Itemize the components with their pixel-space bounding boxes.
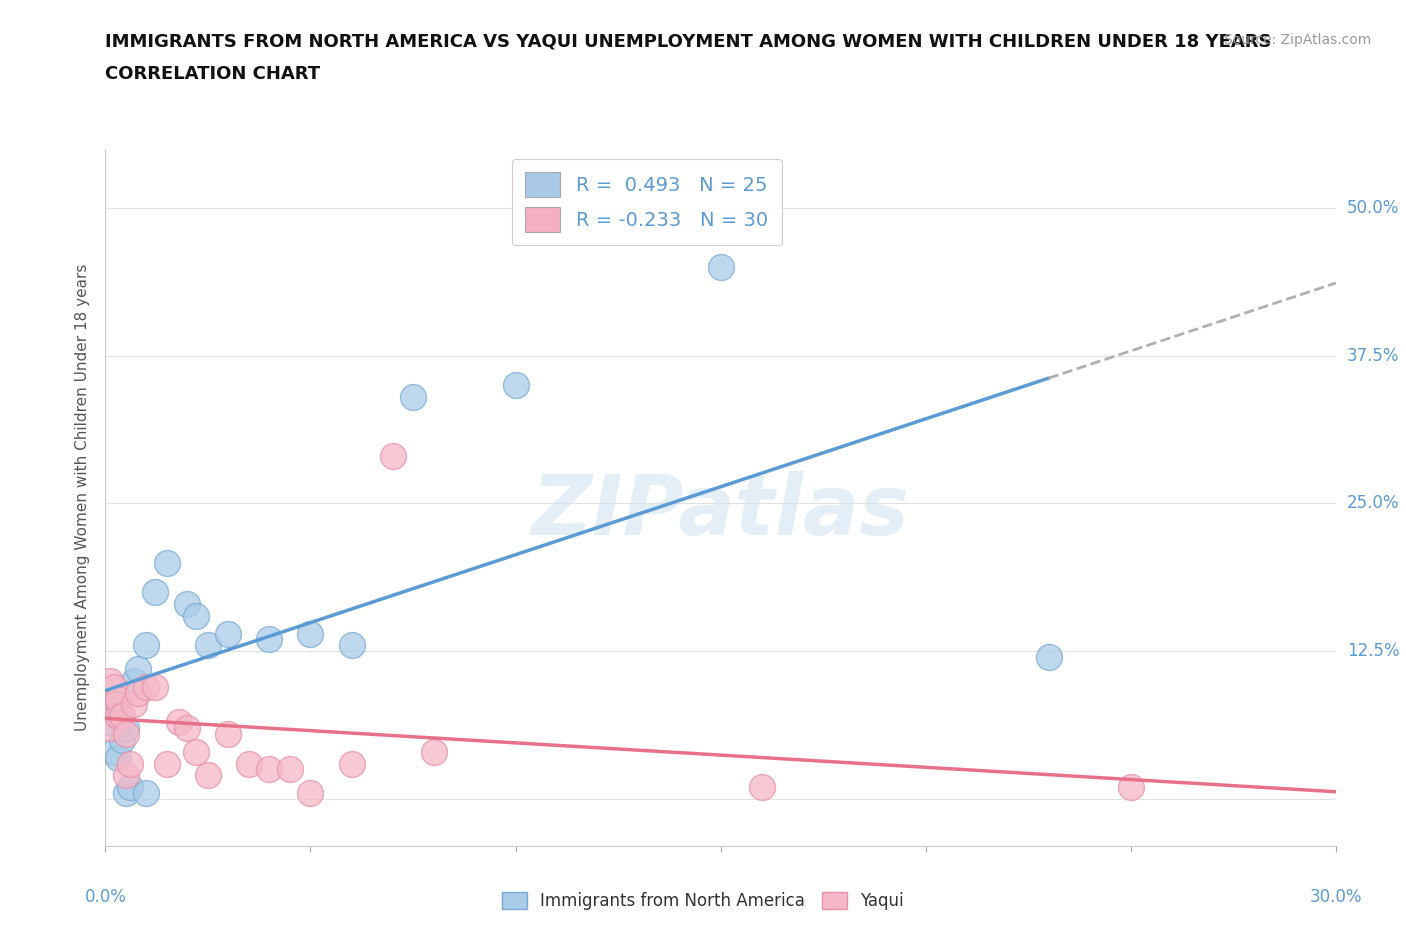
Legend: R =  0.493   N = 25, R = -0.233   N = 30: R = 0.493 N = 25, R = -0.233 N = 30 bbox=[512, 158, 782, 246]
Point bbox=[115, 721, 138, 736]
Text: CORRELATION CHART: CORRELATION CHART bbox=[105, 65, 321, 83]
Point bbox=[218, 726, 240, 741]
Point bbox=[156, 756, 179, 771]
Text: Source: ZipAtlas.com: Source: ZipAtlas.com bbox=[1223, 33, 1371, 46]
Point bbox=[751, 779, 773, 794]
Point bbox=[1038, 650, 1060, 665]
Point bbox=[238, 756, 260, 771]
Point bbox=[103, 679, 125, 694]
Point bbox=[259, 762, 281, 777]
Point bbox=[156, 555, 179, 570]
Point bbox=[115, 768, 138, 783]
Point bbox=[122, 673, 145, 688]
Point bbox=[176, 596, 198, 611]
Point bbox=[120, 779, 141, 794]
Point bbox=[505, 378, 527, 392]
Point bbox=[402, 390, 425, 405]
Point bbox=[184, 608, 207, 623]
Point bbox=[98, 673, 121, 688]
Point bbox=[103, 744, 125, 759]
Point bbox=[135, 679, 157, 694]
Point bbox=[340, 638, 363, 653]
Point bbox=[278, 762, 301, 777]
Point bbox=[299, 626, 322, 641]
Point bbox=[115, 786, 138, 801]
Point bbox=[259, 632, 281, 647]
Point bbox=[111, 709, 134, 724]
Point bbox=[127, 661, 149, 676]
Text: ZIPatlas: ZIPatlas bbox=[531, 471, 910, 552]
Point bbox=[107, 697, 129, 711]
Point bbox=[98, 715, 121, 730]
Point bbox=[1119, 779, 1142, 794]
Point bbox=[120, 756, 141, 771]
Point bbox=[107, 709, 129, 724]
Point bbox=[127, 685, 149, 700]
Point bbox=[111, 733, 134, 748]
Point bbox=[122, 697, 145, 711]
Y-axis label: Unemployment Among Women with Children Under 18 years: Unemployment Among Women with Children U… bbox=[75, 264, 90, 731]
Legend: Immigrants from North America, Yaqui: Immigrants from North America, Yaqui bbox=[495, 885, 911, 917]
Text: 30.0%: 30.0% bbox=[1309, 888, 1362, 906]
Point bbox=[169, 715, 191, 730]
Point bbox=[218, 626, 240, 641]
Point bbox=[143, 679, 166, 694]
Point bbox=[197, 638, 219, 653]
Point bbox=[135, 786, 157, 801]
Point bbox=[103, 697, 125, 711]
Point bbox=[107, 751, 129, 765]
Point bbox=[197, 768, 219, 783]
Point bbox=[143, 585, 166, 600]
Point bbox=[176, 721, 198, 736]
Text: 50.0%: 50.0% bbox=[1347, 199, 1399, 217]
Point bbox=[340, 756, 363, 771]
Point bbox=[299, 786, 322, 801]
Point bbox=[710, 259, 733, 274]
Point bbox=[98, 721, 121, 736]
Text: 12.5%: 12.5% bbox=[1347, 643, 1399, 660]
Text: 25.0%: 25.0% bbox=[1347, 495, 1399, 512]
Text: 37.5%: 37.5% bbox=[1347, 347, 1399, 365]
Point bbox=[184, 744, 207, 759]
Point bbox=[381, 449, 404, 464]
Point bbox=[115, 726, 138, 741]
Point bbox=[107, 691, 129, 706]
Point bbox=[422, 744, 444, 759]
Point bbox=[135, 638, 157, 653]
Text: IMMIGRANTS FROM NORTH AMERICA VS YAQUI UNEMPLOYMENT AMONG WOMEN WITH CHILDREN UN: IMMIGRANTS FROM NORTH AMERICA VS YAQUI U… bbox=[105, 33, 1272, 50]
Point bbox=[107, 697, 129, 711]
Text: 0.0%: 0.0% bbox=[84, 888, 127, 906]
